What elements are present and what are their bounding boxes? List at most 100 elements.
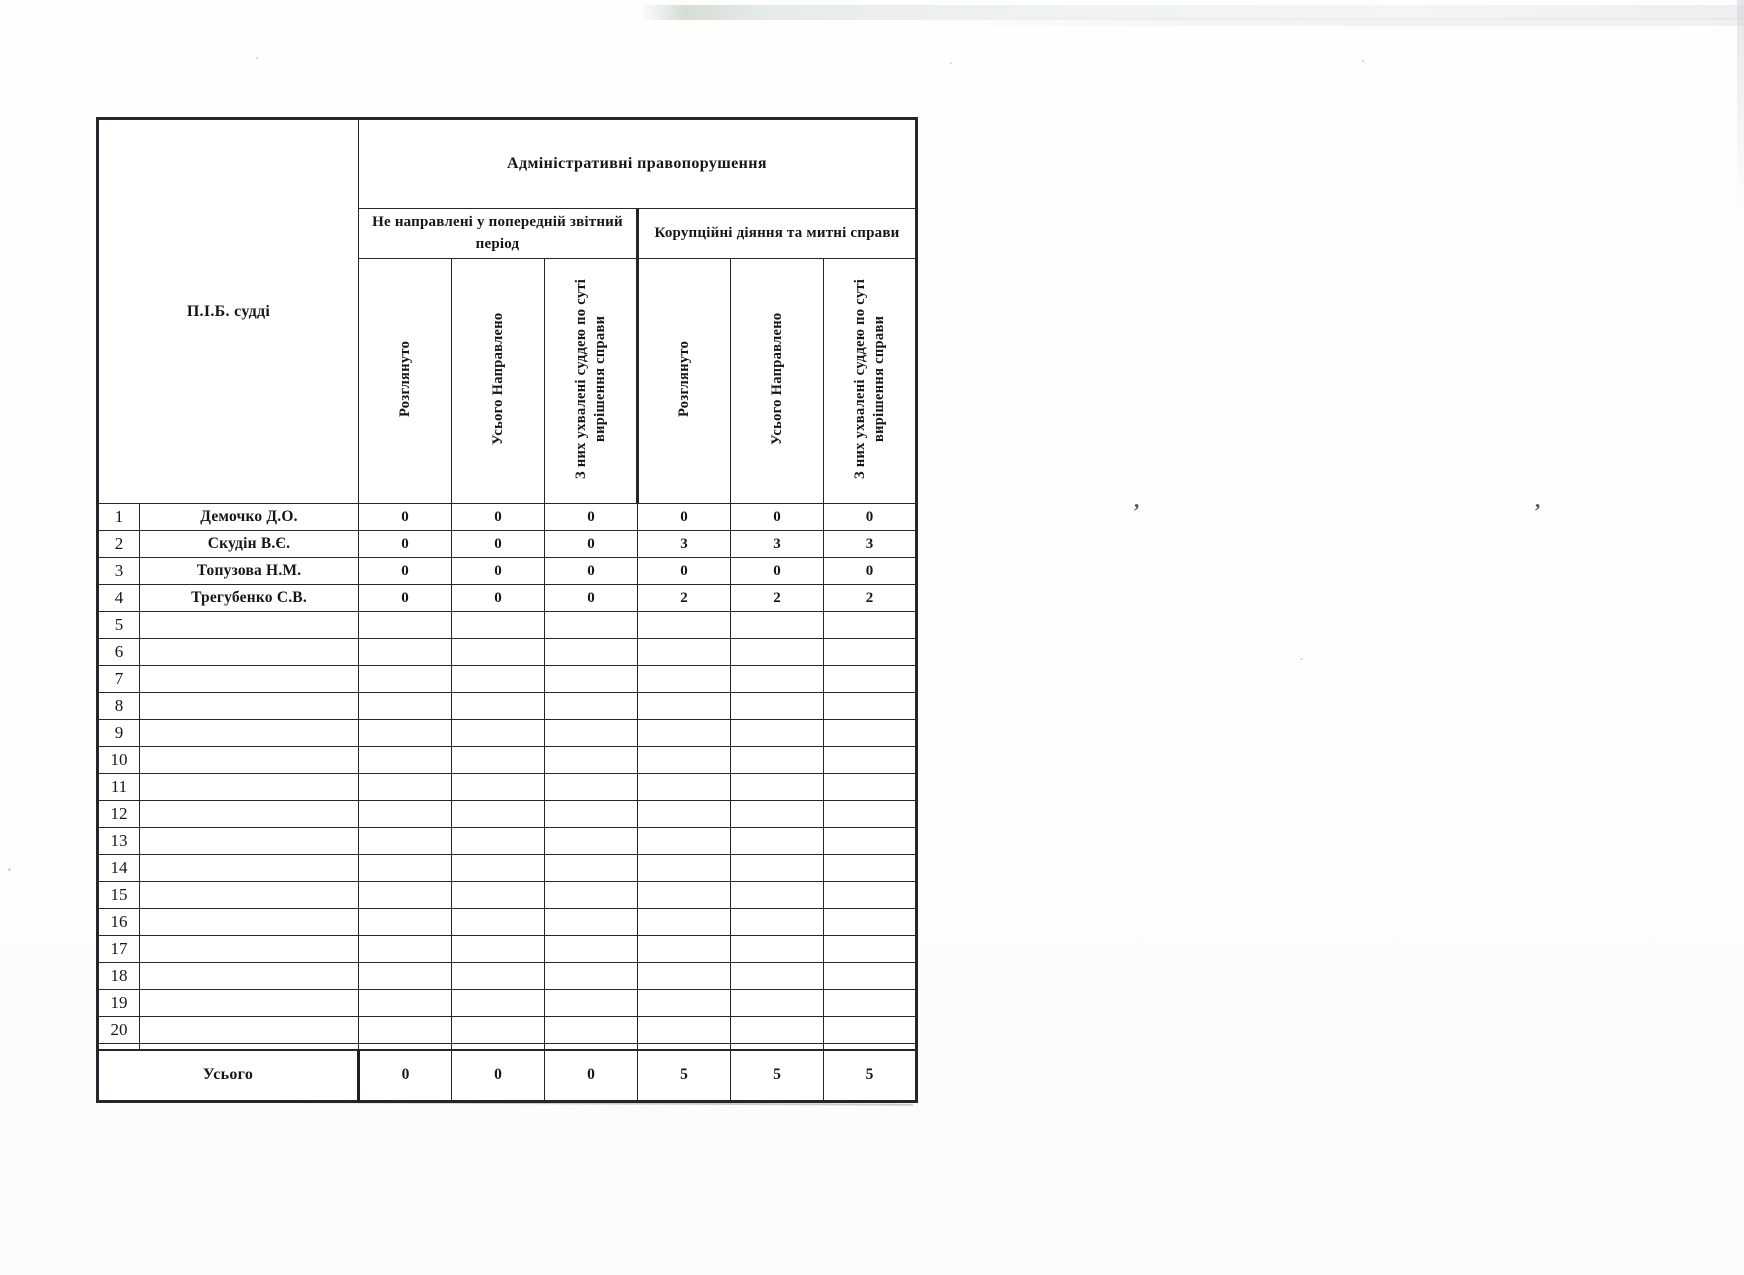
judge-name: Скудін В.Є. [139,530,359,558]
cell-value [637,989,731,1017]
cell-value: 3 [730,530,824,558]
cell-value [637,800,731,828]
cell-value [730,611,824,639]
row-number: 17 [97,935,140,963]
cell-value [637,854,731,882]
judges-report-table: П.І.Б. судді Адміністративні правопоруше… [96,117,918,1103]
table-row: 5 [97,611,917,639]
cell-value [637,746,731,774]
judge-name [139,692,359,720]
cell-value [451,800,545,828]
judge-name [139,908,359,936]
scanner-edge-strip-faint [900,18,1744,26]
cell-value: 2 [730,584,824,612]
cell-value: 0 [544,503,638,531]
cell-value [637,692,731,720]
cell-value [358,908,452,936]
group-header-corruption-customs: Корупційні діяння та митні справи [636,208,917,259]
row-number: 12 [97,800,140,828]
cell-value: 0 [451,530,545,558]
scan-speck [950,62,952,64]
column-header-label: Розглянуто [396,340,413,417]
cell-value: 0 [823,503,917,531]
table-row: 11 [97,773,917,801]
column-header-label: Розглянуто [676,340,693,417]
judge-name [139,881,359,909]
row-number: 4 [97,584,140,612]
cell-value [823,611,917,639]
cell-value: 0 [637,503,731,531]
cell-value [544,800,638,828]
cell-value [544,827,638,855]
cell-value [730,746,824,774]
row-number: 1 [97,503,140,531]
cell-value [451,827,545,855]
row-number: 16 [97,908,140,936]
cell-value [637,962,731,990]
cell-value [451,989,545,1017]
cell-value: 0 [358,503,452,531]
spacer-row [97,1043,917,1051]
cell-value [358,989,452,1017]
row-number: 20 [97,1016,140,1044]
header-administrative-offenses: Адміністративні правопорушення [358,118,917,209]
table-row: 10 [97,746,917,774]
table-row: 6 [97,638,917,666]
cell-value [823,746,917,774]
column-header-decided-on-merits-1: З них ухвалені суддею по суті вирішення … [544,258,638,504]
column-header-reviewed-2: Розглянуто [636,258,731,504]
ink-mark: ’ [1133,499,1140,523]
cell-value [730,800,824,828]
cell-value [823,692,917,720]
scan-speck [1300,658,1303,660]
cell-value [451,1016,545,1044]
total-value: 5 [637,1049,731,1102]
total-value: 0 [451,1049,545,1102]
cell-value [451,773,545,801]
cell-value [637,935,731,963]
table-row: 12 [97,800,917,828]
row-number: 11 [97,773,140,801]
cell-value [823,773,917,801]
cell-value [823,665,917,693]
table-row: 16 [97,908,917,936]
cell-value: 0 [358,584,452,612]
table-row: 8 [97,692,917,720]
ink-mark: ’ [1534,499,1541,523]
cell-value [358,638,452,666]
cell-value [823,962,917,990]
cell-value [358,719,452,747]
cell-value [451,665,545,693]
judge-name [139,989,359,1017]
cell-value [544,854,638,882]
cell-value [823,854,917,882]
judge-name: Демочко Д.О. [139,503,359,531]
cell-value: 3 [637,530,731,558]
cell-value [358,746,452,774]
cell-value [730,638,824,666]
cell-value: 0 [451,584,545,612]
corner-header-judge-name: П.І.Б. судді [97,118,359,504]
judge-name [139,854,359,882]
cell-value [730,665,824,693]
judge-name [139,638,359,666]
cell-value [730,1016,824,1044]
cell-value: 0 [544,530,638,558]
cell-value [544,746,638,774]
table-row: 17 [97,935,917,963]
cell-value [544,638,638,666]
total-row: Усього 0 0 0 5 5 5 [97,1049,917,1102]
table-row: 1 Демочко Д.О. 0 0 0 0 0 0 [97,503,917,531]
cell-value [823,989,917,1017]
row-number: 14 [97,854,140,882]
cell-value [451,881,545,909]
judge-name: Топузова Н.М. [139,557,359,585]
cell-value [544,665,638,693]
total-value: 0 [544,1049,638,1102]
table-row: 3 Топузова Н.М. 0 0 0 0 0 0 [97,557,917,585]
cell-value: 0 [544,557,638,585]
cell-value [544,962,638,990]
table-body: 1 Демочко Д.О. 0 0 0 0 0 0 2 Скудін В.Є.… [97,503,917,1044]
cell-value: 0 [637,557,731,585]
cell-value [358,800,452,828]
